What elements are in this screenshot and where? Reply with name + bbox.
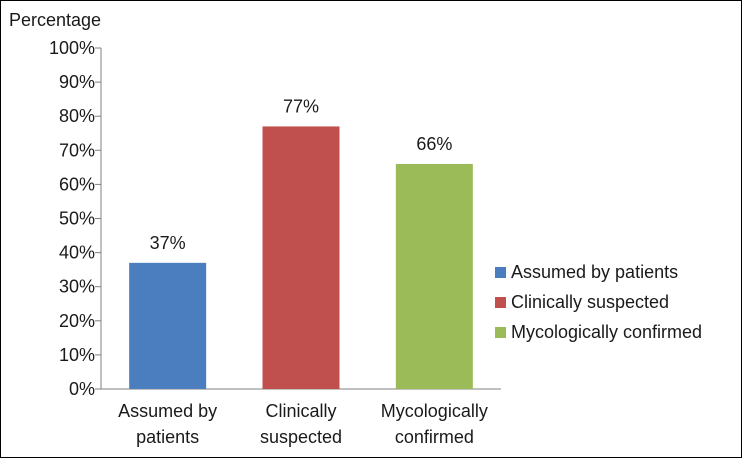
y-axis-label: Percentage [9,10,101,30]
x-category-label: Clinically [265,401,336,421]
x-category-label: Assumed by [118,401,217,421]
y-tick-label: 60% [59,174,95,194]
bars: 37% 77% 66% [129,96,473,390]
bar-data-label: 37% [150,233,186,253]
y-axis-ticks: 0% 10% 20% 30% 40% 50% 60% 70% 80% 90% 100% [49,38,101,399]
legend-label: Clinically suspected [511,292,669,312]
x-axis-labels: Assumed by patients Clinically suspected Myc… [118,401,488,447]
x-category-label: patients [136,427,199,447]
y-tick-label: 50% [59,209,95,229]
y-tick-label: 10% [59,345,95,365]
bar [129,262,207,389]
y-tick-label: 100% [49,38,95,58]
legend-swatch [495,297,506,308]
y-tick-label: 90% [59,72,95,92]
bar-data-label: 77% [283,96,319,116]
legend: Assumed by patients Clinically suspected M… [495,262,702,342]
bar-data-label: 66% [416,134,452,154]
legend-swatch [495,267,506,278]
legend-swatch [495,327,506,338]
y-tick-label: 40% [59,243,95,263]
legend-label: Assumed by patients [511,262,678,282]
x-category-label: confirmed [395,427,474,447]
x-category-label: Mycologically [381,401,488,421]
bar [262,126,340,390]
bar [395,163,473,389]
y-tick-label: 70% [59,140,95,160]
y-tick-label: 30% [59,277,95,297]
y-tick-label: 0% [69,379,95,399]
y-tick-label: 80% [59,106,95,126]
y-tick-label: 20% [59,311,95,331]
x-category-label: suspected [260,427,342,447]
legend-label: Mycologically confirmed [511,322,702,342]
